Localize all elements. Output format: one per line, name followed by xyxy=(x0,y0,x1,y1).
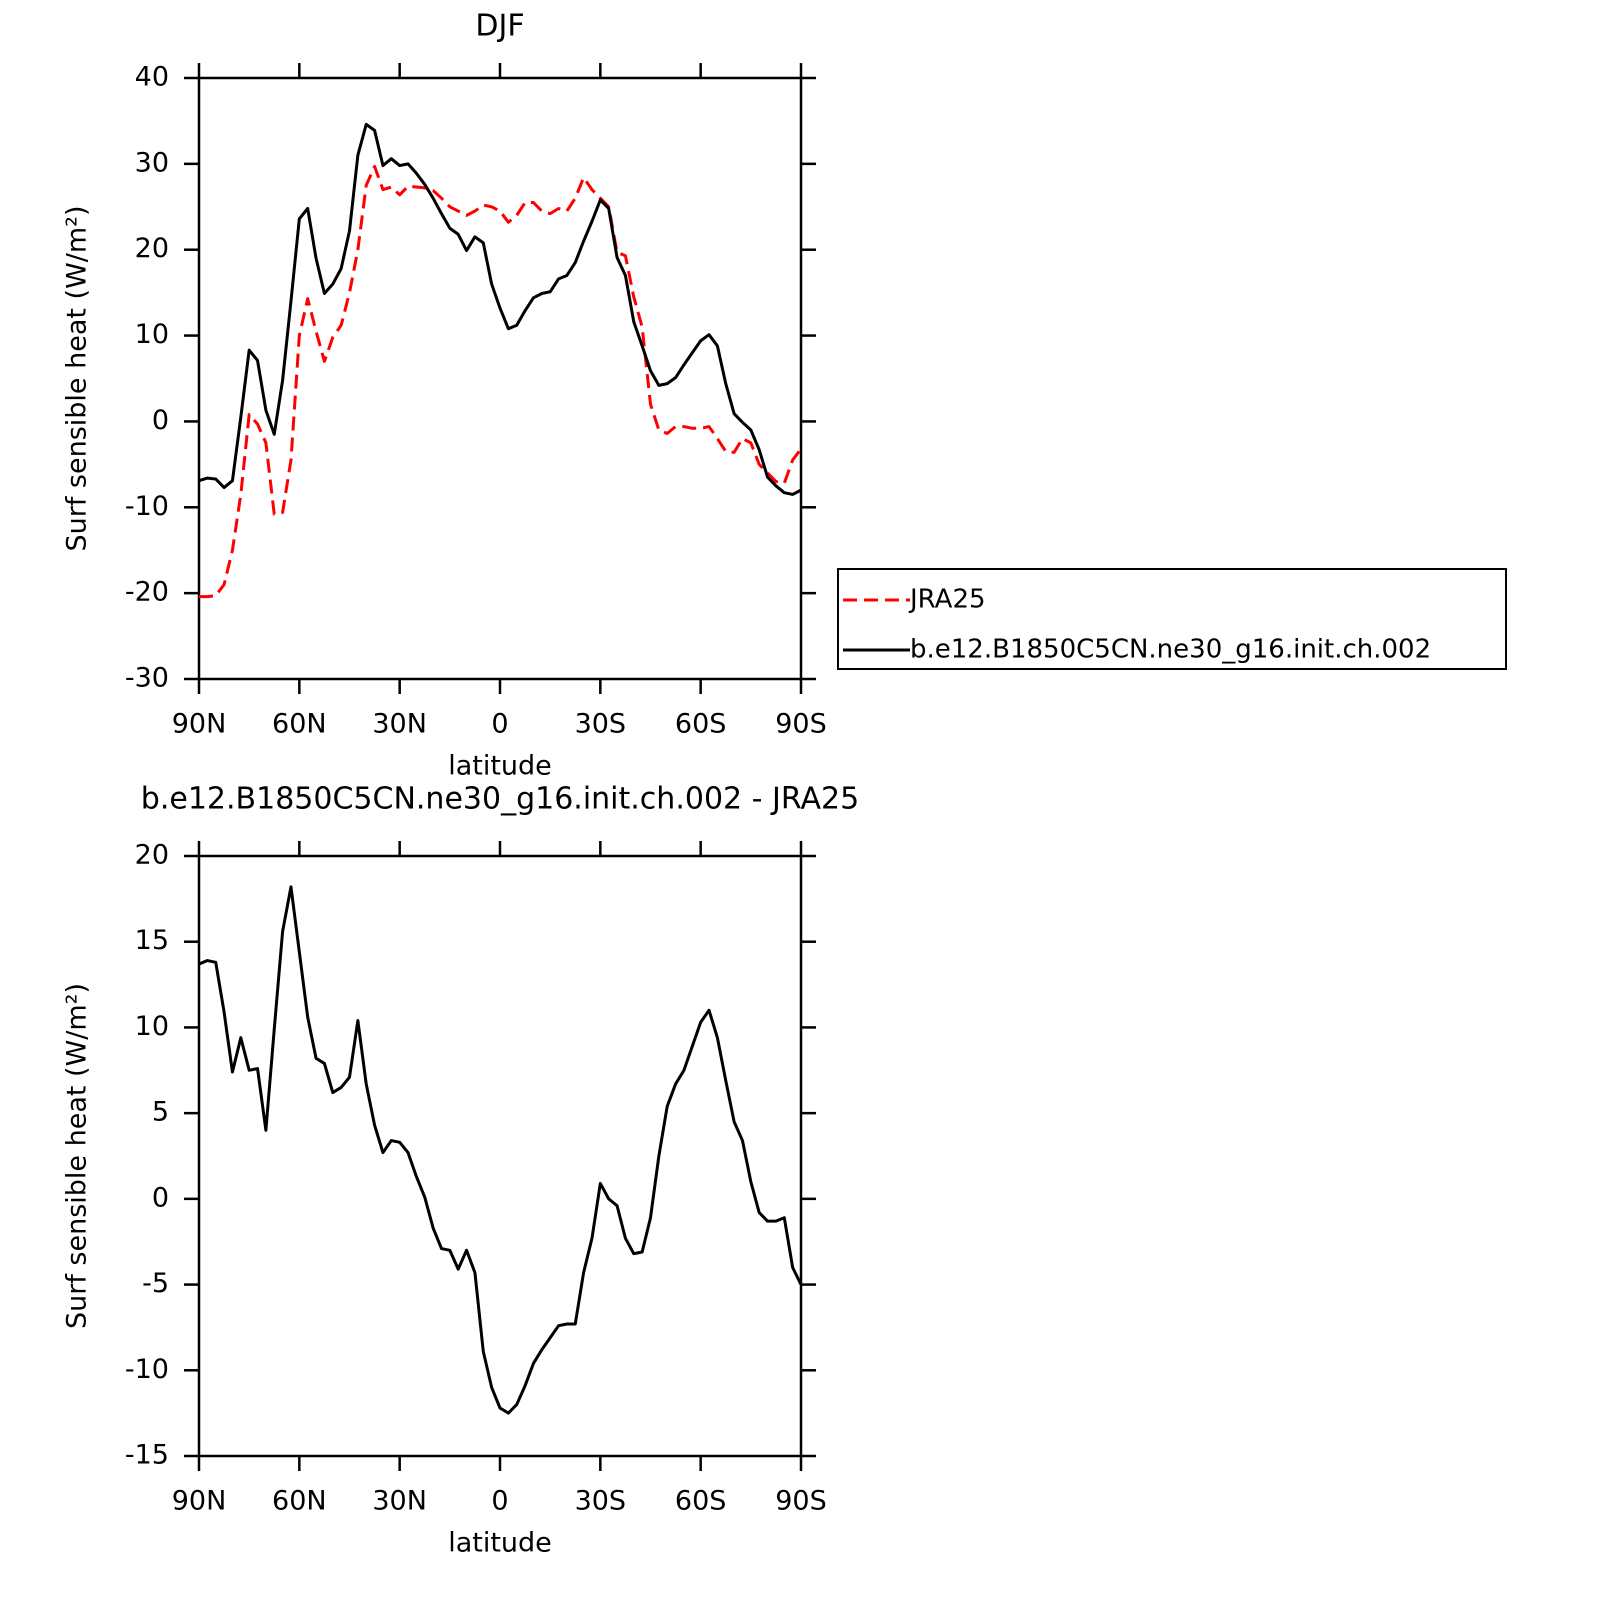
x-axis-label: latitude xyxy=(448,751,552,782)
y-tick-label: -10 xyxy=(125,1354,169,1385)
x-tick-label: 30N xyxy=(372,709,427,740)
plot-frame xyxy=(197,76,803,681)
y-tick-label: -30 xyxy=(125,663,169,694)
legend-box xyxy=(837,568,1507,670)
x-tick-label: 60S xyxy=(675,709,727,740)
y-tick-label: 20 xyxy=(135,840,169,871)
y-tick-label: 0 xyxy=(152,405,169,436)
y-tick-label: 30 xyxy=(135,147,169,178)
y-tick-label: 0 xyxy=(152,1182,169,1213)
y-tick-label: -20 xyxy=(125,577,169,608)
y-tick-label: -10 xyxy=(125,491,169,522)
chart-title: b.e12.B1850C5CN.ne30_g16.init.ch.002 - J… xyxy=(141,782,859,817)
y-axis-label: Surf sensible heat (W/m²) xyxy=(62,983,93,1329)
y-axis-label: Surf sensible heat (W/m²) xyxy=(62,205,93,551)
data-line xyxy=(198,885,803,1415)
x-tick-label: 90S xyxy=(775,709,827,740)
y-tick-label: -15 xyxy=(125,1440,169,1471)
x-tick-label: 30N xyxy=(372,1486,427,1517)
data-line xyxy=(198,122,802,496)
x-tick-label: 60N xyxy=(272,1486,327,1517)
x-axis-label: latitude xyxy=(448,1528,552,1559)
y-tick-label: 5 xyxy=(152,1097,169,1128)
x-tick-label: 90S xyxy=(775,1486,827,1517)
y-tick-label: 10 xyxy=(135,1011,169,1042)
x-tick-label: 60N xyxy=(272,709,327,740)
y-tick-label: 10 xyxy=(135,319,169,350)
x-tick-label: 0 xyxy=(491,709,508,740)
y-tick-label: -5 xyxy=(142,1268,169,1299)
y-tick-label: 20 xyxy=(135,233,169,264)
x-tick-label: 0 xyxy=(491,1486,508,1517)
plot-frame xyxy=(197,854,803,1458)
legend-label: b.e12.B1850C5CN.ne30_g16.init.ch.002 xyxy=(910,635,1431,665)
x-tick-label: 60S xyxy=(675,1486,727,1517)
data-line xyxy=(199,164,803,599)
x-tick-label: 90N xyxy=(172,1486,227,1517)
y-tick-label: 40 xyxy=(135,62,169,93)
y-tick-label: 15 xyxy=(135,925,169,956)
legend-label: JRA25 xyxy=(908,585,986,615)
x-tick-label: 30S xyxy=(575,709,627,740)
chart-title: DJF xyxy=(475,9,524,44)
x-tick-label: 30S xyxy=(575,1486,627,1517)
x-tick-label: 90N xyxy=(172,709,227,740)
